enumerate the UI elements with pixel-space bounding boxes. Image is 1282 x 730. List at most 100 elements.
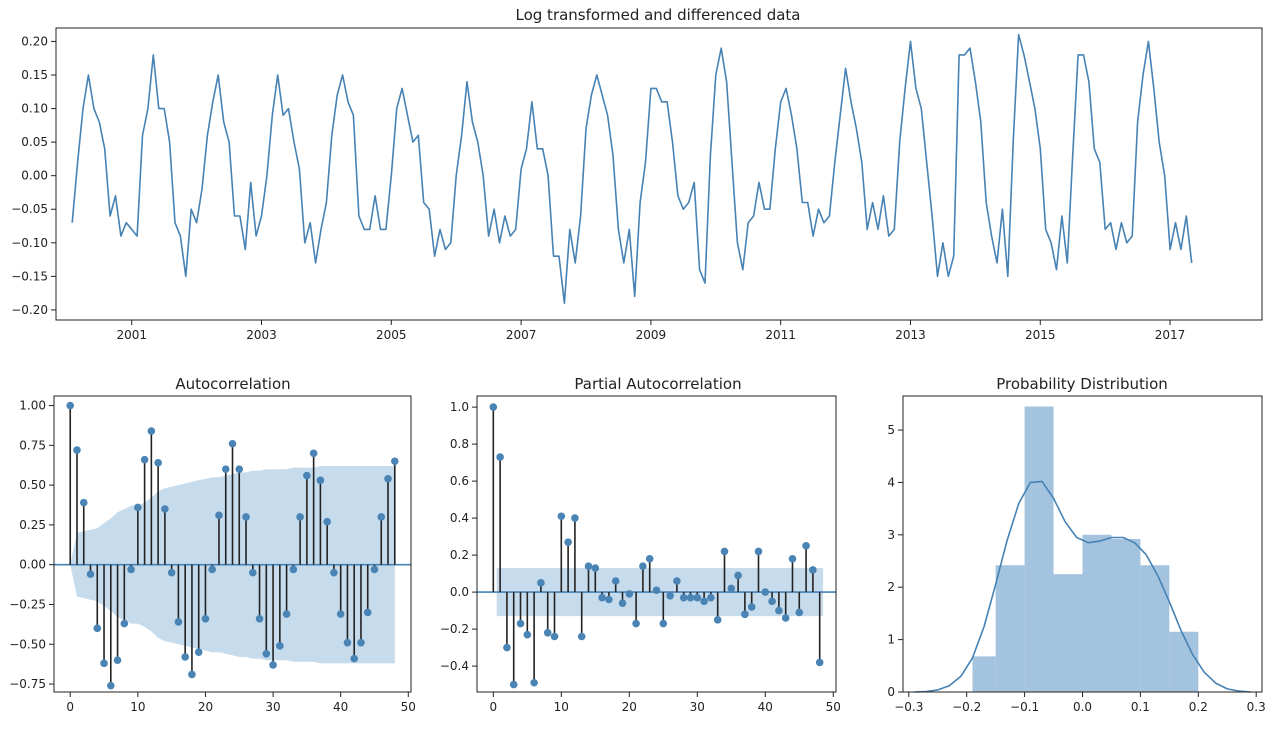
stem-marker <box>795 608 804 617</box>
stem-marker <box>73 446 81 454</box>
y-axis-tick-label: 0.00 <box>21 169 48 183</box>
stem-marker <box>577 632 586 641</box>
x-axis-tick-label: 10 <box>554 700 569 714</box>
y-axis-tick-label: 0.0 <box>450 585 469 599</box>
stem-marker <box>174 618 183 626</box>
x-axis-tick-label: 2007 <box>506 328 537 342</box>
x-axis-tick-label: 30 <box>690 700 705 714</box>
y-axis-tick-label: 0 <box>887 685 895 699</box>
y-axis-tick-label: −0.10 <box>11 236 48 250</box>
stem-marker <box>571 514 579 522</box>
stem-marker <box>543 629 552 637</box>
x-axis-tick-label: 50 <box>826 700 841 714</box>
y-axis-tick-label: −0.05 <box>11 202 48 216</box>
stem-marker <box>309 449 318 458</box>
histogram-bar <box>1053 574 1083 692</box>
chart-title: Partial Autocorrelation <box>574 375 741 393</box>
y-axis-tick-label: −0.25 <box>9 597 46 611</box>
x-axis-tick-label: 20 <box>622 700 637 714</box>
histogram-bar <box>995 565 1025 692</box>
stem-marker <box>802 542 810 550</box>
histogram-bar <box>1140 565 1170 692</box>
chart-title: Log transformed and differenced data <box>516 6 801 24</box>
x-axis-tick-label: −0.2 <box>952 700 981 714</box>
stem-marker <box>255 614 264 623</box>
stem-marker <box>591 564 600 572</box>
stem-marker <box>509 680 518 689</box>
kde-curve <box>914 480 1251 693</box>
x-axis-tick-label: 2003 <box>246 328 277 342</box>
stem-marker <box>686 593 695 602</box>
y-axis-tick-label: 3 <box>887 528 895 542</box>
stem-marker <box>775 606 783 615</box>
stem-marker <box>343 638 352 647</box>
stem-marker <box>741 610 749 619</box>
stem-marker <box>323 517 331 526</box>
histogram-bar <box>972 656 996 692</box>
stem-marker <box>384 474 392 483</box>
x-axis-tick-label: 40 <box>758 700 773 714</box>
stem-marker <box>377 513 386 521</box>
stem-marker <box>289 565 298 574</box>
stem-marker <box>516 619 525 628</box>
stem-marker <box>707 593 715 602</box>
stem-marker <box>557 512 566 521</box>
probability-distribution-chart: Probability Distribution 0 1 2 3 4 5 −0.3 −0.2 −… <box>887 375 1265 714</box>
chart-title: Probability Distribution <box>996 375 1168 393</box>
x-axis-tick-label: −0.1 <box>1010 700 1039 714</box>
stem-marker <box>235 465 244 474</box>
y-axis-tick-label: 0.15 <box>21 68 48 82</box>
y-axis-tick-label: 0.50 <box>19 478 46 492</box>
stem-marker <box>79 498 88 507</box>
stem-marker <box>645 555 654 563</box>
histogram-bar <box>1082 534 1112 692</box>
histogram-bar <box>1111 539 1141 692</box>
stem-marker <box>276 642 284 650</box>
y-axis-tick-label: −0.50 <box>9 637 46 651</box>
stem-marker <box>666 592 674 600</box>
y-axis-tick-label: −0.2 <box>440 622 469 636</box>
x-axis-tick-label: 2015 <box>1025 328 1056 342</box>
stem-marker <box>188 670 196 679</box>
plot-frame <box>53 395 412 693</box>
x-axis-tick-label: 2017 <box>1155 328 1186 342</box>
stem-marker <box>652 586 661 595</box>
stem-marker <box>86 570 95 579</box>
stem-marker <box>262 650 271 658</box>
x-axis-tick-label: 0.1 <box>1131 700 1150 714</box>
stem-marker <box>147 427 156 435</box>
stem-marker <box>248 568 257 577</box>
x-axis-tick-label: 0.0 <box>1073 700 1092 714</box>
stem-marker <box>350 654 359 663</box>
stem-marker <box>100 659 108 668</box>
stem-marker <box>611 577 620 585</box>
y-axis-tick-label: 0.10 <box>21 102 48 116</box>
stem-marker <box>523 630 532 639</box>
stem-marker <box>727 584 736 593</box>
stem-marker <box>316 476 325 485</box>
y-axis-tick-label: −0.75 <box>9 677 46 691</box>
stem-marker <box>127 565 135 574</box>
stem-marker <box>330 568 338 577</box>
stem-marker <box>496 453 504 461</box>
partial-autocorrelation-chart: Partial Autocorrelation 1.0 0.8 0.6 0.4 0.2 0… <box>440 375 841 714</box>
y-axis-tick-label: 0.05 <box>21 135 48 149</box>
stem-marker <box>659 619 668 628</box>
stem-marker <box>747 603 756 611</box>
stem-marker <box>639 562 647 570</box>
stem-marker <box>632 619 640 628</box>
stem-marker <box>106 681 115 690</box>
stem-marker <box>134 503 142 512</box>
y-axis-tick-label: 2 <box>887 580 895 594</box>
stem-marker <box>296 513 304 521</box>
x-axis-tick-label: 30 <box>265 700 280 714</box>
stem-marker <box>503 643 511 652</box>
x-axis-tick-label: 40 <box>333 700 348 714</box>
series-line <box>71 33 1193 305</box>
y-axis-tick-label: 0.75 <box>19 438 46 452</box>
stem-marker <box>303 471 311 480</box>
stem-marker <box>208 565 217 574</box>
autocorrelation-chart: Autocorrelation 1.00 0.75 0.50 0.25 0.00 −0.2… <box>9 375 416 714</box>
stem-marker <box>181 653 189 661</box>
stem-marker <box>625 590 634 598</box>
